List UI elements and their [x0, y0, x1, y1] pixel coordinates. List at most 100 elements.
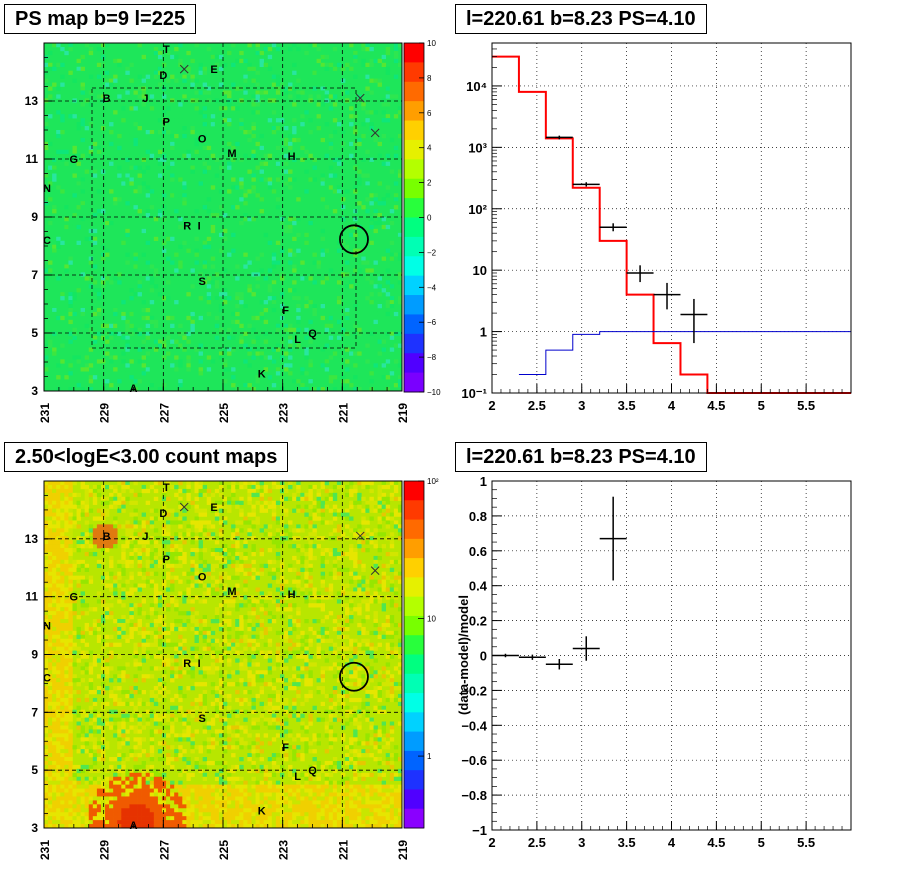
map-pixel — [81, 655, 85, 659]
map-pixel — [93, 340, 97, 344]
map-pixel — [243, 383, 247, 387]
map-pixel — [113, 789, 117, 793]
map-pixel — [48, 87, 52, 91]
map-pixel — [178, 796, 182, 800]
map-pixel — [85, 513, 89, 517]
map-pixel — [195, 520, 199, 524]
map-pixel — [72, 662, 76, 666]
map-y-tick-label: 9 — [31, 210, 38, 224]
map-pixel — [199, 749, 203, 753]
map-pixel — [48, 765, 52, 769]
map-pixel — [284, 229, 288, 233]
map-pixel — [268, 793, 272, 797]
map-pixel — [308, 154, 312, 158]
map-pixel — [60, 619, 64, 623]
map-pixel — [64, 611, 68, 615]
map-pixel — [288, 765, 292, 769]
map-pixel — [178, 548, 182, 552]
map-pixel — [105, 722, 109, 726]
map-pixel — [113, 201, 117, 205]
map-pixel — [44, 568, 48, 572]
map-pixel — [280, 666, 284, 670]
map-pixel — [260, 288, 264, 292]
map-pixel — [77, 690, 81, 694]
map-pixel — [203, 528, 207, 532]
map-pixel — [64, 556, 68, 560]
map-pixel — [89, 725, 93, 729]
map-pixel — [85, 820, 89, 824]
map-pixel — [150, 556, 154, 560]
map-pixel — [256, 316, 260, 320]
map-pixel — [117, 702, 121, 706]
map-pixel — [243, 816, 247, 820]
map-pixel — [56, 568, 60, 572]
map-pixel — [256, 501, 260, 505]
map-pixel — [231, 753, 235, 757]
colorbar-tick-label: −4 — [427, 283, 437, 292]
map-pixel — [349, 351, 353, 355]
map-pixel — [154, 217, 158, 221]
map-pixel — [215, 316, 219, 320]
map-pixel — [227, 647, 231, 651]
map-pixel — [142, 749, 146, 753]
map-pixel — [166, 237, 170, 241]
source-label: E — [210, 64, 217, 76]
map-pixel — [56, 485, 60, 489]
map-pixel — [52, 205, 56, 209]
map-pixel — [247, 808, 251, 812]
map-pixel — [60, 595, 64, 599]
map-pixel — [178, 580, 182, 584]
map-pixel — [186, 572, 190, 576]
map-pixel — [247, 662, 251, 666]
map-pixel — [304, 355, 308, 359]
map-pixel — [72, 516, 76, 520]
map-pixel — [199, 785, 203, 789]
map-pixel — [68, 769, 72, 773]
map-pixel — [101, 509, 105, 513]
map-pixel — [178, 793, 182, 797]
map-pixel — [121, 591, 125, 595]
map-pixel — [317, 94, 321, 98]
map-pixel — [227, 769, 231, 773]
map-pixel — [146, 241, 150, 245]
map-pixel — [268, 658, 272, 662]
map-pixel — [64, 670, 68, 674]
map-pixel — [60, 241, 64, 245]
map-pixel — [134, 737, 138, 741]
map-pixel — [243, 796, 247, 800]
map-pixel — [77, 718, 81, 722]
map-pixel — [260, 820, 264, 824]
map-pixel — [353, 126, 357, 130]
map-pixel — [186, 773, 190, 777]
map-pixel — [325, 63, 329, 67]
map-pixel — [101, 580, 105, 584]
map-pixel — [235, 643, 239, 647]
map-pixel — [394, 154, 398, 158]
map-pixel — [227, 800, 231, 804]
map-pixel — [68, 340, 72, 344]
map-pixel — [64, 808, 68, 812]
map-pixel — [101, 737, 105, 741]
map-pixel — [190, 745, 194, 749]
map-pixel — [121, 812, 125, 816]
map-pixel — [162, 94, 166, 98]
map-pixel — [182, 694, 186, 698]
map-pixel — [215, 548, 219, 552]
map-pixel — [44, 639, 48, 643]
map-pixel — [251, 122, 255, 126]
map-pixel — [146, 580, 150, 584]
map-pixel — [231, 576, 235, 580]
map-pixel — [44, 718, 48, 722]
map-pixel — [52, 678, 56, 682]
map-pixel — [52, 584, 56, 588]
map-pixel — [125, 324, 129, 328]
map-pixel — [121, 560, 125, 564]
map-pixel — [394, 43, 398, 47]
map-pixel — [317, 114, 321, 118]
map-pixel — [178, 564, 182, 568]
map-pixel — [142, 804, 146, 808]
map-pixel — [264, 154, 268, 158]
map-pixel — [158, 773, 162, 777]
map-pixel — [374, 197, 378, 201]
map-pixel — [105, 800, 109, 804]
